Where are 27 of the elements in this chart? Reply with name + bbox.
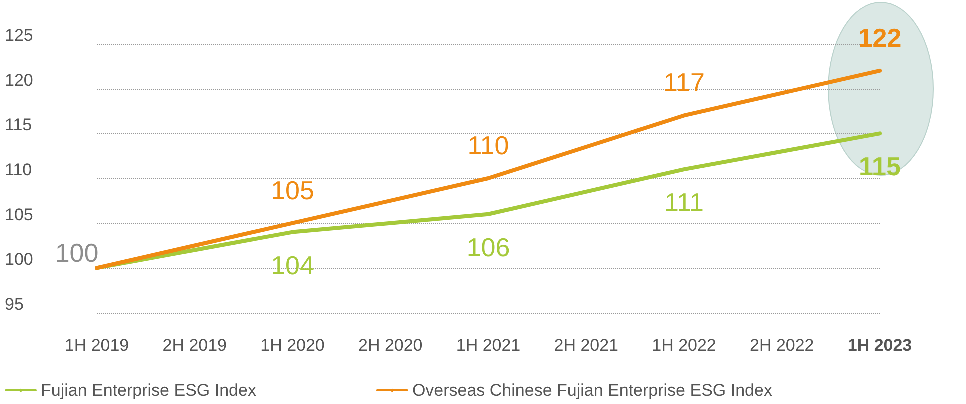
data-label: 111 <box>664 188 704 218</box>
data-label: 122 <box>858 22 902 53</box>
x-tick-label: 1H 2019 <box>64 336 130 355</box>
data-label: 115 <box>859 152 901 182</box>
x-tick-label: 2H 2019 <box>162 336 228 355</box>
legend-label: Fujian Enterprise ESG Index <box>41 381 257 400</box>
data-label: 104 <box>271 250 314 280</box>
data-label: 106 <box>466 232 510 262</box>
x-tick-label: 1H 2023 <box>848 336 912 355</box>
x-tick-label: 1H 2020 <box>260 336 325 355</box>
y-tick-label: 120 <box>5 70 34 90</box>
data-label: 117 <box>664 68 705 98</box>
x-tick-label: 1H 2022 <box>652 336 716 355</box>
x-tick-label: 2H 2021 <box>554 336 619 355</box>
y-tick-label: 105 <box>5 205 34 224</box>
x-tick-label: 2H 2022 <box>750 336 814 355</box>
y-tick-label: 95 <box>5 295 24 314</box>
legend-label: Overseas Chinese Fujian Enterprise ESG Index <box>412 381 773 400</box>
annotation: 100 <box>55 238 99 268</box>
x-tick-label: 2H 2020 <box>358 336 423 355</box>
x-tick-label: 1H 2021 <box>456 336 521 355</box>
data-label: 105 <box>271 175 314 206</box>
y-tick-label: 110 <box>5 160 32 180</box>
y-tick-label: 100 <box>5 250 34 270</box>
data-label: 110 <box>468 130 510 160</box>
y-tick-label: 115 <box>5 116 32 135</box>
y-tick-label: 125 <box>5 26 34 45</box>
